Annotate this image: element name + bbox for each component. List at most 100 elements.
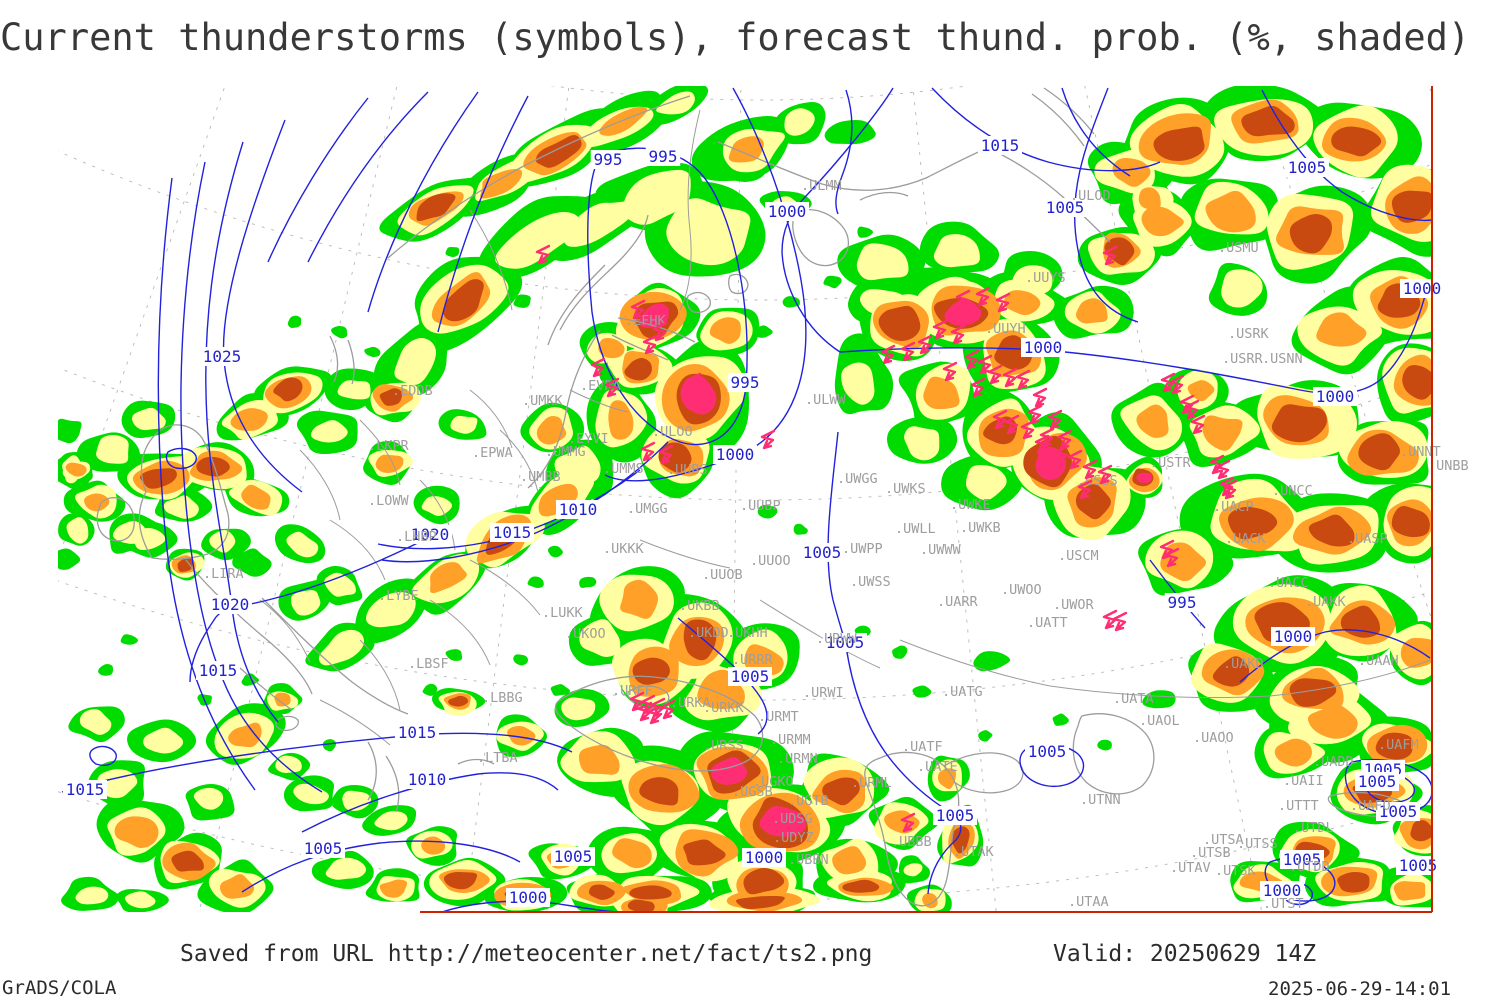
station-label: .LOWW [368, 493, 410, 509]
isobar-line [165, 447, 197, 470]
station-label: .UTDL [1293, 820, 1334, 836]
coastline [859, 191, 909, 201]
station-label: .EPWA [472, 445, 513, 461]
country-border [359, 419, 401, 486]
station-label: .UWKS [885, 481, 926, 497]
isobar-line [1073, 87, 1139, 323]
station-label: .USSS [1077, 473, 1118, 489]
station-label: .UWOO [1001, 582, 1042, 598]
station-label: .UWOR [1053, 597, 1095, 613]
station-label: .UADD [1313, 754, 1354, 770]
isobar-label: 1005 [1399, 856, 1438, 875]
isobar-line [205, 141, 279, 723]
isobar-line [157, 177, 256, 791]
isobar-line [301, 772, 559, 833]
prob-level-5 [639, 298, 1152, 837]
station-label: .UMBB [520, 469, 561, 485]
country-border [499, 429, 539, 493]
station-label: .LYBE [378, 588, 419, 604]
thunderstorm-icon [1032, 387, 1048, 408]
station-label: .UATA [1113, 691, 1154, 707]
country-border [299, 449, 341, 521]
station-label: .UMGG [627, 501, 668, 517]
thunderstorm-icon [1112, 611, 1128, 632]
isobar-line [307, 91, 429, 263]
coastline [792, 209, 849, 267]
isobar-line [827, 431, 962, 895]
station-label: .UTSK [1215, 863, 1257, 879]
station-label: .USRR [1222, 351, 1264, 367]
isobar-label: 1005 [1379, 802, 1418, 821]
station-label: .UUYH [985, 321, 1026, 337]
isobar-label-box [408, 525, 452, 544]
station-label: .URMM [770, 732, 811, 748]
isobar-line [381, 441, 669, 563]
station-label: .UKHH [727, 625, 768, 641]
station-label: .USTR [1150, 455, 1192, 471]
country-border [469, 559, 541, 616]
isobar-label: 1000 [768, 202, 807, 221]
grads-cola-credit: GrADS/COLA [2, 977, 117, 999]
coastline [686, 291, 711, 314]
station-label: .UBBN [788, 852, 829, 868]
station-label: .UGTB [788, 793, 829, 809]
isobar-label: 1005 [1283, 850, 1322, 869]
country-border [259, 599, 311, 663]
station-label: .UNBB [1428, 458, 1469, 474]
isobar-label-layer: 995 995 995 1000 1000 1000 1015 1005 1005 1025 102… [63, 136, 1444, 907]
station-label: .UNCC [1272, 483, 1313, 499]
isobar-line [241, 840, 521, 893]
station-label: .UGKO [753, 774, 794, 790]
isobar-label-box [978, 136, 1022, 155]
station-label: .UTST [1263, 896, 1304, 912]
isobar-label-box [1164, 593, 1200, 612]
station-label: .UATF [902, 739, 943, 755]
saved-from-url-text: Saved from URL http://meteocenter.net/fa… [180, 941, 873, 967]
station-label: .UTTT [1278, 798, 1319, 814]
isobar-label-box [63, 780, 107, 799]
station-label: .UTSS [1237, 836, 1278, 852]
coastline [864, 751, 960, 907]
isobar-line [367, 91, 479, 313]
isobar-line [180, 161, 323, 793]
isobar-label: 995 [731, 373, 760, 392]
isobar-label: 1015 [398, 723, 437, 742]
isobar-label: 1000 [745, 848, 784, 867]
station-label: .UTNN [1080, 792, 1121, 808]
isobar-label-box [590, 150, 626, 169]
country-border [1049, 685, 1271, 699]
isobar-label-box [506, 888, 550, 907]
isobar-label-box [1021, 338, 1065, 357]
isobar-label: 1005 [304, 839, 343, 858]
isobar-label-box [728, 667, 772, 686]
isobar-label: 1005 [803, 543, 842, 562]
station-label: .URKK [703, 700, 745, 716]
station-label: .ULWW [805, 392, 847, 408]
coastline [527, 329, 601, 489]
isobar-label: 1000 [1263, 881, 1302, 900]
country-border [469, 389, 513, 449]
station-label: .USMU [1218, 240, 1259, 256]
station-label: .LKPR [368, 438, 410, 454]
isobar-line [839, 284, 1429, 395]
station-label: .UTDD [1289, 859, 1330, 875]
station-label: .UARR [937, 594, 979, 610]
coastline [987, 147, 1111, 243]
station-label: .UWSS [850, 574, 891, 590]
isobar-line [437, 95, 529, 333]
station-label: .UNNT [1400, 444, 1441, 460]
isobar-layer [61, 87, 1432, 912]
isobar-label: 1000 [716, 445, 755, 464]
station-label: .UAOO [1193, 730, 1234, 746]
coastline [1031, 93, 1085, 147]
isobar-line [835, 89, 853, 215]
country-border [639, 539, 731, 569]
isobar-label: 1020 [411, 525, 450, 544]
station-label: .URWI [803, 685, 844, 701]
coastline [943, 752, 1024, 794]
station-label: .UATE [917, 759, 958, 775]
station-label: .EYVI [568, 431, 609, 447]
country-border [759, 599, 881, 669]
isobar-label: 1000 [509, 888, 548, 907]
